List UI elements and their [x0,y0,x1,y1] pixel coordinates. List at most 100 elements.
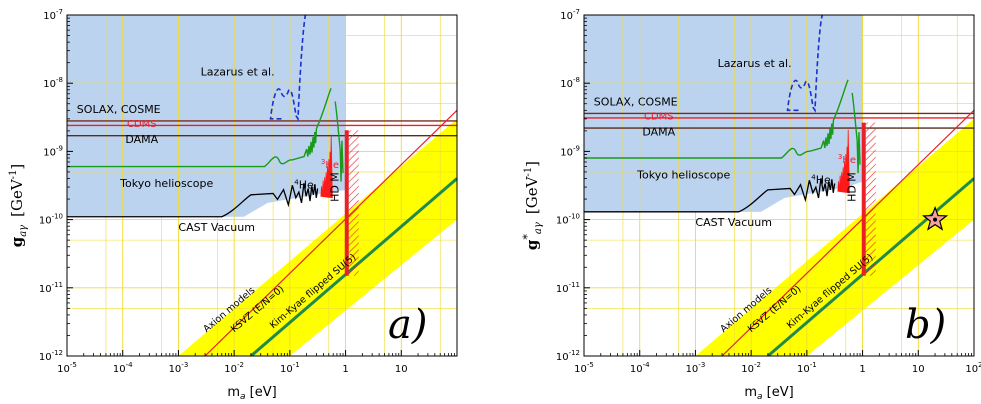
lazarus-limit-curve [269,15,307,122]
y-tick-base: 10 [39,352,52,363]
x-tick-label: 10-3 [686,361,706,375]
panel-tag: b) [905,302,946,348]
y-tick-label: 10-7 [560,8,580,22]
he3-label: 3He [838,153,856,166]
y-tick-exp: -8 [56,76,63,84]
he3-text: He [325,160,339,171]
y-axis-label-unit: [GeV [523,175,541,214]
x-tick-exp: -4 [643,361,651,369]
x-tick-label: 10-4 [630,361,650,375]
x-tick-exp: -1 [293,361,300,369]
hdm-hatch [865,122,876,276]
x-axis-label-m: m [744,385,757,400]
y-axis-label-base: g [523,239,541,250]
cast-vacuum-curve [584,178,836,213]
solax-cosme-label: SOLAX, COSME [77,103,161,116]
plot-area: Lazarus et al. SOLAX, COSME CDMS DAMA Tokyo … [584,15,974,356]
y-axis-label-sub: aγ [18,225,29,237]
x-axis-label: ma [eV] [744,385,793,402]
solax-cosme-label: SOLAX, COSME [594,96,678,109]
y-axis-label-unit-close: ] [523,161,541,167]
y-axis-label-base: g [8,236,26,247]
he4-text: He [299,178,314,191]
x-tick-label: 10-5 [574,361,594,375]
x-tick-base: 10 [965,364,978,375]
x-tick-label: 10 [395,364,408,375]
he3-label: 3He [321,158,339,171]
x-tick-base: 10 [797,364,810,375]
x-tick-base: 10 [574,364,587,375]
x-tick-exp: 2 [978,361,981,369]
x-tick-exp: -1 [810,361,817,369]
y-tick-base: 10 [39,284,52,295]
y-axis-label: gaγ [GeV-1] [8,164,29,248]
cdms-label: CDMS [644,111,674,122]
y-tick-exp: -7 [56,8,63,16]
x-tick-label: 10-2 [224,361,244,375]
axion-model-band [178,118,457,356]
y-tick-base: 10 [43,79,56,90]
y-tick-exp: -12 [52,349,63,357]
x-tick-label: 10 [912,364,925,375]
y-tick-label: 10-8 [43,76,63,90]
axion-model-band [695,118,974,356]
plot-frame [583,14,975,357]
cast-label: CAST Vacuum [695,216,772,229]
y-tick-base: 10 [560,147,573,158]
x-tick-label: 102 [965,361,981,375]
y-tick-label: 10-10 [39,213,63,227]
he3-text: He [842,155,856,166]
panel-tag: a) [388,302,427,348]
x-tick-exp: -2 [754,361,761,369]
tokyo-helioscope-curve [67,88,344,182]
x-tick-base: 10 [169,364,182,375]
he4-superscript: 4 [811,174,816,182]
he4-label: 4He [811,174,831,187]
plot-area: Lazarus et al. SOLAX, COSME CDMS DAMA Tokyo … [67,15,457,356]
x-tick-label: 10-3 [169,361,189,375]
y-tick-label: 10-8 [560,76,580,90]
y-tick-label: 10-9 [560,144,580,158]
hdm-hatch [348,130,359,276]
star-marker-center [933,217,938,222]
y-tick-base: 10 [39,216,52,227]
x-tick-exp: -5 [587,361,594,369]
y-axis-label-unit: [GeV [8,178,26,217]
y-tick-exp: -8 [573,76,580,84]
y-tick-base: 10 [43,147,56,158]
cast-vacuum-curve [67,183,319,218]
panel-a: Lazarus et al. SOLAX, COSME CDMS DAMA Tokyo … [8,8,458,402]
ksvz-model-line [721,109,974,356]
y-tick-label: 10-11 [39,281,63,295]
he4-superscript: 4 [294,178,299,186]
x-tick-exp: -2 [237,361,244,369]
x-tick-label: 10-1 [797,361,817,375]
x-tick-label: 1 [859,364,865,375]
x-axis-label-m: m [227,385,240,400]
x-tick-exp: -3 [698,361,705,369]
y-tick-exp: -10 [52,213,63,221]
tokyo-label: Tokyo helioscope [119,177,213,190]
lazarus-label: Lazarus et al. [718,57,792,70]
hdm-label: HD M [846,172,859,202]
y-tick-label: 10-11 [556,281,580,295]
y-axis-label: g*aγ [GeV-1] [521,161,544,250]
he4-label: 4He [294,178,314,191]
x-tick-label: 10-1 [280,361,300,375]
x-tick-base: 10 [686,364,699,375]
he4-text: He [816,174,831,187]
y-tick-base: 10 [556,352,569,363]
x-tick-label: 10-5 [57,361,77,375]
y-tick-exp: -9 [56,144,63,152]
x-tick-base: 10 [280,364,293,375]
hdm-label: HD M [329,172,342,202]
y-axis-label-unit-sup: -1 [8,170,19,180]
x-tick-exp: -5 [70,361,77,369]
y-tick-exp: -11 [52,281,63,289]
y-tick-base: 10 [43,11,56,22]
y-tick-label: 10-12 [39,349,63,363]
lazarus-limit-curve [786,15,824,113]
cast-label: CAST Vacuum [178,221,255,234]
x-tick-base: 10 [57,364,70,375]
